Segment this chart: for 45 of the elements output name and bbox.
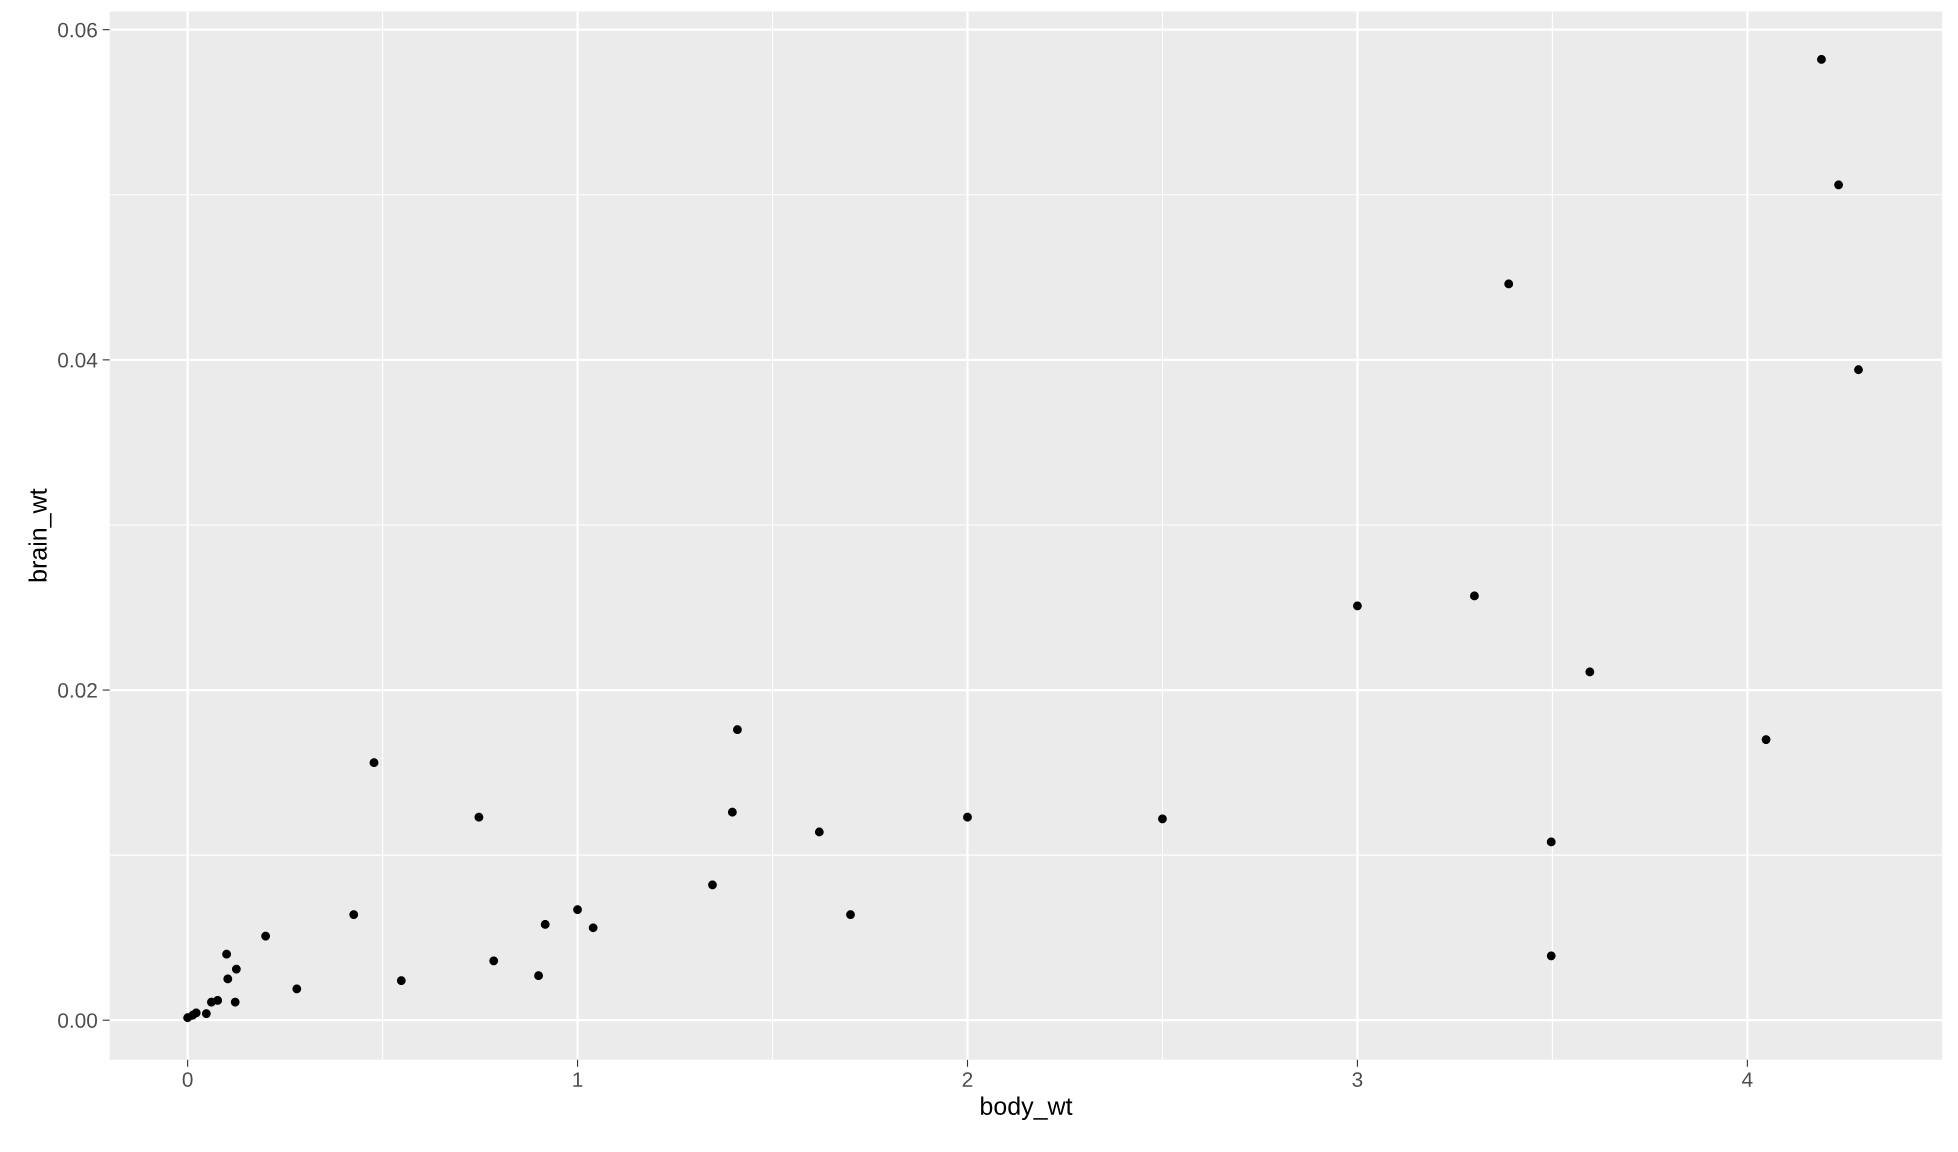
point bbox=[1834, 180, 1843, 190]
point bbox=[1158, 814, 1167, 824]
point bbox=[223, 974, 233, 984]
x-tick-label: 1 bbox=[573, 1072, 583, 1087]
point bbox=[573, 905, 582, 914]
point bbox=[231, 964, 241, 974]
point bbox=[733, 725, 742, 735]
point bbox=[222, 949, 232, 959]
point bbox=[1546, 951, 1556, 961]
point bbox=[1504, 279, 1514, 289]
point bbox=[489, 956, 499, 966]
y-tick-label: 0.02 bbox=[58, 683, 97, 698]
x-tick-label: 0 bbox=[182, 1072, 193, 1087]
point bbox=[292, 984, 302, 994]
y-axis-title: brain_wt bbox=[28, 488, 52, 582]
point bbox=[1546, 837, 1556, 847]
point bbox=[846, 910, 855, 919]
point bbox=[963, 812, 972, 822]
point bbox=[1585, 667, 1595, 677]
point bbox=[1761, 735, 1771, 744]
point bbox=[213, 996, 223, 1005]
x-axis-title: body_wt bbox=[981, 1096, 1073, 1120]
point bbox=[230, 997, 240, 1007]
x-tick-label: 4 bbox=[1742, 1072, 1753, 1087]
point bbox=[540, 920, 550, 929]
point bbox=[1817, 55, 1826, 64]
point bbox=[1470, 591, 1479, 601]
point bbox=[727, 807, 737, 817]
point bbox=[1854, 365, 1863, 375]
x-tick-label: 3 bbox=[1352, 1072, 1363, 1087]
point bbox=[349, 910, 359, 919]
point bbox=[396, 976, 406, 985]
point bbox=[588, 923, 598, 933]
y-tick-label: 0.04 bbox=[58, 352, 98, 368]
point bbox=[474, 812, 484, 822]
point bbox=[201, 1009, 211, 1019]
y-tick-label: 0.00 bbox=[58, 1013, 98, 1028]
x-tick-label: 2 bbox=[962, 1072, 973, 1087]
point bbox=[814, 827, 824, 837]
point bbox=[708, 880, 717, 890]
point bbox=[261, 931, 271, 941]
point bbox=[534, 971, 543, 981]
point bbox=[1353, 601, 1362, 611]
point bbox=[369, 758, 379, 768]
y-tick-label: 0.06 bbox=[58, 22, 97, 38]
